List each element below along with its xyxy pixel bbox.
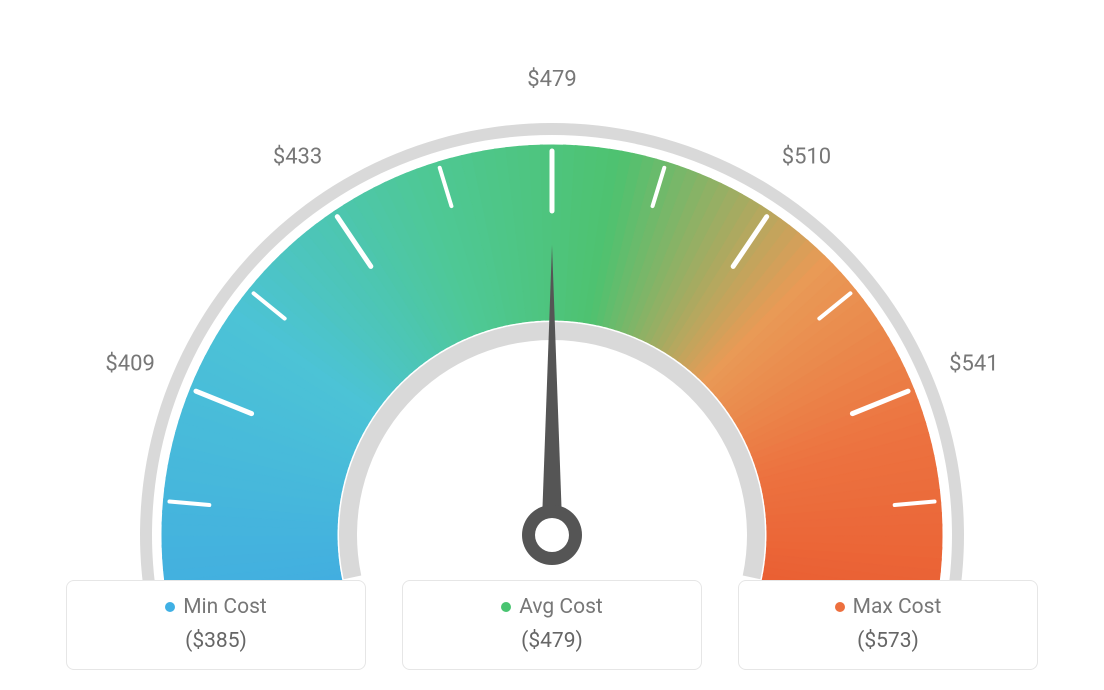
legend-title-max-text: Max Cost — [853, 595, 942, 619]
legend-dot-avg — [501, 602, 511, 612]
legend-title-max: Max Cost — [835, 595, 942, 619]
chart-root: $385$409$433$479$510$541$573 Min Cost ($… — [0, 0, 1104, 690]
legend-value-max: ($573) — [757, 629, 1019, 653]
gauge-tick-label: $541 — [949, 351, 998, 376]
legend-card-min: Min Cost ($385) — [66, 580, 366, 670]
legend-value-avg: ($479) — [421, 629, 683, 653]
gauge-hub-hole — [535, 518, 569, 552]
gauge-svg: $385$409$433$479$510$541$573 — [37, 20, 1067, 670]
legend-row: Min Cost ($385) Avg Cost ($479) Max Cost… — [0, 580, 1104, 670]
legend-card-avg: Avg Cost ($479) — [402, 580, 702, 670]
legend-title-avg-text: Avg Cost — [519, 595, 603, 619]
gauge-tick-label: $433 — [273, 145, 322, 170]
gauge-area: $385$409$433$479$510$541$573 — [0, 0, 1104, 560]
legend-value-min: ($385) — [85, 629, 347, 653]
legend-title-min-text: Min Cost — [183, 595, 267, 619]
legend-title-avg: Avg Cost — [501, 595, 603, 619]
legend-dot-min — [165, 602, 175, 612]
gauge-tick-label: $479 — [527, 67, 576, 92]
gauge-tick-label: $510 — [782, 145, 831, 170]
gauge-tick-label: $409 — [105, 351, 154, 376]
legend-title-min: Min Cost — [165, 595, 267, 619]
legend-card-max: Max Cost ($573) — [738, 580, 1038, 670]
legend-dot-max — [835, 602, 845, 612]
